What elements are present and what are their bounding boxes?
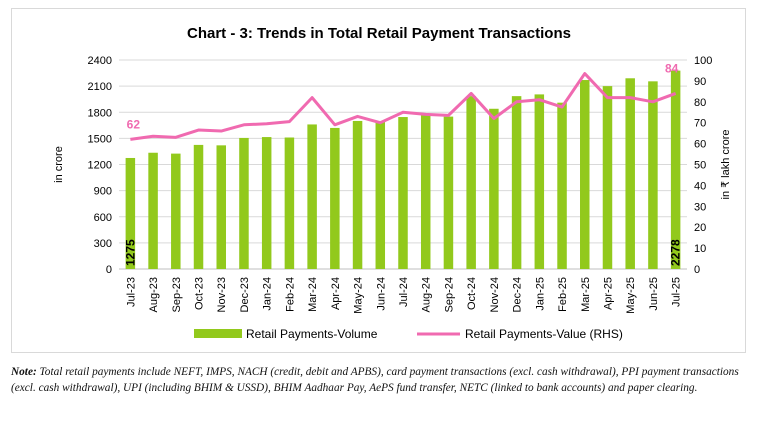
x-tick-label: Nov-24 [489,277,501,312]
y-left-tick-label: 0 [106,264,112,276]
bar-volume [375,121,386,269]
y-right-tick-label: 0 [694,264,700,276]
bar-volume [307,124,317,269]
chart: Chart - 3: Trends in Total Retail Paymen… [53,25,732,341]
bar-volume [625,78,635,269]
y-right-tick-label: 100 [694,55,712,67]
x-tick-label: May-24 [353,277,365,314]
y-left-axis-title: in crore [53,146,65,183]
x-tick-label: Jul-25 [671,277,683,307]
y-left-tick-label: 2100 [88,81,112,93]
bar-volume [466,96,476,269]
bar-volume [557,102,567,269]
y-right-tick-label: 90 [694,76,706,88]
chart-title: Chart - 3: Trends in Total Retail Paymen… [187,25,571,42]
y-left-tick-label: 1800 [88,107,112,119]
bar-volume [330,127,340,269]
y-right-tick-label: 10 [694,243,706,255]
chart-frame: Chart - 3: Trends in Total Retail Paymen… [11,8,746,353]
x-tick-label: Oct-23 [194,277,206,310]
y-right-tick-label: 70 [694,118,706,130]
bar-volume [398,117,408,269]
bar-volume [489,108,499,270]
bar-volume [216,145,226,269]
y-left-tick-label: 2400 [88,55,112,67]
x-tick-label: Aug-23 [148,277,160,312]
y-right-tick-label: 60 [694,139,706,151]
x-tick-label: Jun-25 [648,277,660,311]
x-tick-label: Apr-24 [330,277,342,310]
x-tick-label: Feb-24 [284,277,296,312]
line-value [130,72,677,141]
bar-volume [284,137,295,269]
data-label-value-last: 84 [665,61,679,75]
y-left-tick-label: 1500 [88,133,112,145]
bar-volume [443,116,454,270]
note-text: Total retail payments include NEFT, IMPS… [11,366,739,394]
bar-volume [602,86,613,269]
data-label-volume-first: 1275 [123,239,137,266]
x-tick-label: Feb-25 [557,277,569,312]
legend-swatch-volume [194,329,242,338]
x-tick-label: Dec-24 [512,277,524,312]
bar-volume [193,144,204,269]
x-tick-label: Oct-24 [466,277,478,310]
y-right-tick-label: 40 [694,180,706,192]
data-label-value-first: 62 [127,117,141,131]
x-tick-label: Jun-24 [375,277,387,311]
y-right-axis-title: in ₹ lakh crore [720,130,732,200]
x-tick-label: Mar-25 [580,277,592,312]
y-left-tick-label: 300 [94,238,112,250]
bar-volume [239,137,249,269]
x-tick-label: Jul-24 [398,277,410,307]
x-tick-label: Sep-24 [443,277,455,312]
y-right-tick-label: 30 [694,201,706,213]
x-tick-label: Jan-25 [534,277,546,311]
bar-volume [125,157,136,269]
note-label: Note: [11,366,37,378]
bar-volume [511,96,522,269]
bar-volume [171,153,181,269]
bar-volume [670,70,681,269]
x-tick-label: Mar-24 [307,277,319,312]
bar-volume [352,120,363,269]
x-tick-label: Aug-24 [421,277,433,312]
y-right-tick-label: 50 [694,160,706,172]
x-tick-label: Dec-23 [239,277,251,312]
y-left-tick-label: 900 [94,186,112,198]
data-label-volume-last: 2278 [669,239,683,266]
bar-volume [261,137,272,269]
bar-volume [580,80,590,269]
x-tick-label: Jul-23 [125,277,137,307]
x-tick-label: Sep-23 [171,277,183,312]
y-left-tick-label: 1200 [88,160,112,172]
y-right-tick-label: 20 [694,222,706,234]
y-right-tick-label: 80 [694,97,706,109]
bar-volume [148,152,158,269]
chart-note: Note: Total retail payments include NEFT… [11,364,746,396]
x-tick-label: Nov-23 [216,277,228,312]
bar-volume [420,114,431,269]
y-left-tick-label: 600 [94,212,112,224]
x-tick-label: Jan-24 [262,277,274,311]
bar-volume [534,94,545,269]
bar-volume [648,81,658,269]
legend-label-volume: Retail Payments-Volume [246,327,378,341]
x-tick-label: Apr-25 [602,277,614,310]
legend-label-value: Retail Payments-Value (RHS) [465,327,623,341]
x-tick-label: May-25 [625,277,637,314]
